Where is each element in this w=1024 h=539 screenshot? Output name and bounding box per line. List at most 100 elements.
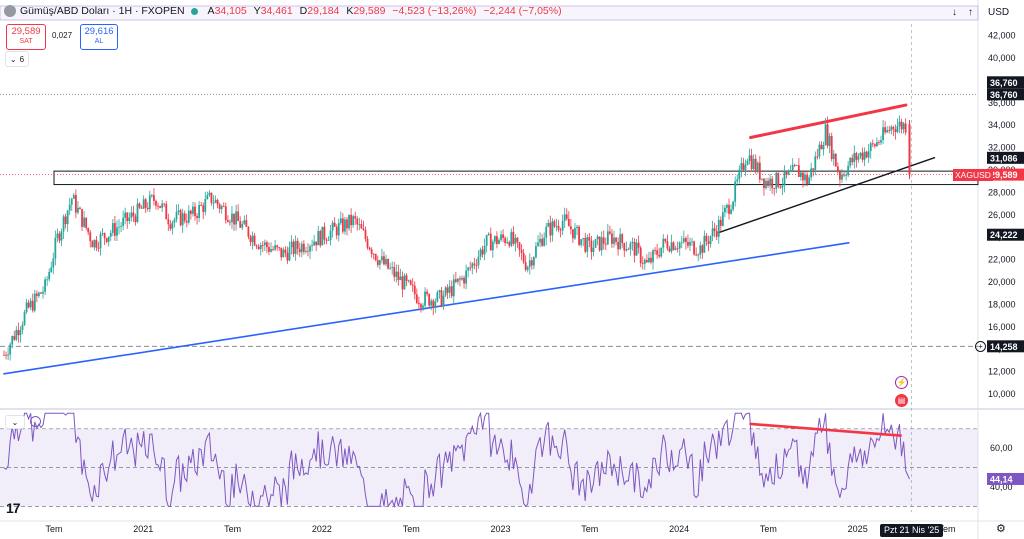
candle-body	[77, 207, 79, 213]
candle-body	[311, 245, 313, 247]
candle-body	[130, 212, 133, 218]
candle-body	[867, 151, 870, 158]
candle-body	[711, 228, 714, 237]
gear-icon[interactable]: ⚙	[996, 523, 1006, 535]
time-tick-label: Tem	[403, 524, 420, 534]
indicators-toggle[interactable]: ⌄ 6	[5, 51, 29, 67]
candle-body	[251, 235, 254, 243]
candle-body	[602, 237, 605, 244]
candle-body	[629, 243, 632, 250]
candle-body	[183, 213, 186, 221]
candle-body	[777, 172, 780, 187]
price-tick-label: 40,000	[988, 53, 1016, 63]
candle-body	[255, 245, 258, 247]
rsi-settings-icon[interactable]	[30, 416, 41, 427]
candle-body	[239, 221, 242, 228]
candle-body	[765, 180, 767, 189]
candle-body	[167, 219, 170, 225]
candle-body	[72, 195, 75, 199]
symbol-icon[interactable]	[4, 5, 16, 17]
candle-body	[619, 234, 622, 250]
lightning-event-icon[interactable]: ⚡	[895, 376, 908, 389]
candle-body	[496, 236, 498, 244]
candle-body	[668, 248, 671, 252]
candle-body	[448, 286, 451, 293]
candle-body	[590, 240, 593, 252]
candle-body	[734, 181, 737, 202]
candle-body	[508, 242, 511, 246]
candle-body	[763, 178, 765, 189]
candle-body	[405, 275, 408, 281]
candle-body	[272, 249, 274, 250]
candle-body	[144, 199, 147, 208]
candle-body	[890, 126, 893, 131]
candle-body	[370, 249, 373, 254]
candle-body	[286, 252, 289, 261]
candle-body	[44, 279, 46, 292]
rsi-tick-label: 40,00	[990, 482, 1013, 492]
candle-body	[327, 240, 330, 241]
ohlc-change-2: −2,244 (−7,05%)	[483, 5, 562, 17]
candle-body	[420, 304, 422, 308]
candle-body	[93, 239, 96, 248]
candle-body	[637, 242, 640, 248]
candle-body	[769, 178, 771, 186]
market-open-icon	[190, 7, 198, 15]
header-band	[0, 5, 979, 21]
currency-selector[interactable]: USD	[988, 6, 1010, 18]
arrow-up-icon[interactable]: ↑	[968, 6, 973, 18]
plus-icon[interactable]: +	[975, 341, 986, 352]
candle-body	[516, 237, 519, 243]
tradingview-logo-icon[interactable]: 17	[6, 500, 21, 516]
candle-body	[132, 212, 135, 217]
sell-label: SAT	[19, 38, 33, 45]
candle-body	[89, 232, 92, 242]
candle-body	[389, 267, 392, 269]
rsi-tick-label: 60,00	[990, 443, 1013, 453]
candle-body	[292, 241, 295, 254]
candle-body	[621, 234, 624, 244]
candle-body	[898, 121, 901, 127]
candle-body	[126, 212, 129, 222]
candle-body	[545, 226, 548, 238]
candle-body	[274, 245, 277, 250]
rsi-collapse-button[interactable]: ⌄	[5, 415, 25, 429]
candle-body	[298, 248, 301, 253]
us-flag-event-icon[interactable]: ▤	[895, 394, 908, 407]
chart-title[interactable]: Gümüş/ABD Doları · 1H · FXOPEN	[20, 5, 185, 17]
candle-body	[687, 241, 689, 246]
candle-body	[648, 257, 650, 263]
candle-body	[358, 224, 361, 225]
candle-body	[21, 324, 24, 330]
candle-body	[477, 256, 480, 266]
price-tick-label: 32,000	[988, 143, 1016, 153]
candle-body	[682, 238, 685, 242]
candle-body	[900, 121, 903, 130]
candle-body	[13, 336, 16, 340]
candle-body	[270, 249, 272, 252]
candle-body	[403, 275, 406, 290]
sell-button[interactable]: 29,589 SAT	[6, 24, 46, 50]
candle-body	[202, 205, 205, 212]
candle-body	[504, 237, 507, 243]
candle-body	[79, 207, 81, 210]
candle-body	[179, 210, 182, 226]
candle-body	[95, 239, 98, 248]
candle-body	[257, 246, 260, 250]
candle-body	[481, 249, 484, 255]
candle-body	[483, 245, 486, 255]
candle-body	[368, 247, 371, 250]
candle-body	[541, 238, 544, 246]
arrow-down-icon[interactable]: ↓	[952, 6, 957, 18]
symbol-price-tag: XAGUSD	[953, 169, 993, 181]
candle-body	[615, 237, 617, 242]
candle-body	[157, 205, 159, 207]
candle-body	[3, 354, 5, 356]
buy-button[interactable]: 29,616 AL	[80, 24, 118, 50]
candle-body	[588, 237, 591, 241]
candle-body	[407, 280, 410, 282]
candle-body	[385, 258, 387, 265]
candle-body	[459, 278, 461, 280]
candle-body	[381, 256, 383, 261]
candle-body	[52, 258, 55, 268]
